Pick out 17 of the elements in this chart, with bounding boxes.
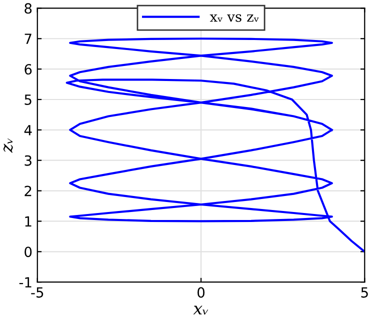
y-tick-label: 4 [24, 125, 32, 136]
x-axis-title: xᵥ [193, 306, 208, 314]
x-tick-label: 5 [361, 287, 368, 298]
y-tick-label: 8 [24, 3, 32, 14]
y-tick-label: 2 [24, 186, 32, 196]
y-tick-label: 3 [24, 155, 32, 166]
y-tick-label: 1 [25, 216, 32, 226]
y-tick-label: 5 [24, 94, 32, 105]
y-tick-label: -1 [19, 277, 32, 288]
x-tick-label: 0 [198, 287, 205, 298]
y-tick-label: 0 [24, 246, 32, 258]
line-series [66, 38, 365, 253]
y-tick-label: 6 [24, 64, 32, 75]
x-tick-label: -5 [31, 287, 44, 298]
y-tick-label: 7 [24, 34, 32, 44]
legend-label: xᵥ vs zᵥ [210, 14, 259, 22]
y-axis-title: zᵥ [3, 138, 13, 153]
